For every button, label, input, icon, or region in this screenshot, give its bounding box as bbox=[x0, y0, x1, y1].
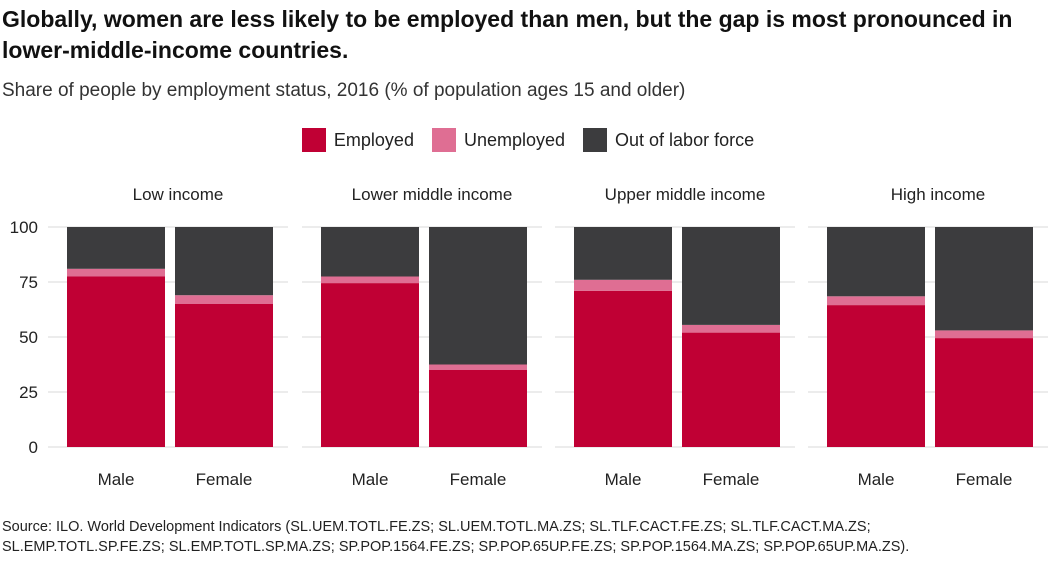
bar-low-income-male-employed bbox=[67, 276, 165, 447]
bar-lower-middle-income-male-out-of-labor-force bbox=[321, 227, 419, 277]
bar-low-income-female-unemployed bbox=[175, 295, 273, 304]
x-tick-label-low-income-male: Male bbox=[98, 470, 135, 489]
legend-item-out-of-labor-force: Out of labor force bbox=[583, 128, 754, 152]
legend-label-employed: Employed bbox=[333, 129, 414, 150]
bar-high-income-male-employed bbox=[827, 305, 925, 447]
y-tick-label-25: 25 bbox=[19, 383, 38, 402]
bar-lower-middle-income-male-unemployed bbox=[321, 276, 419, 284]
panel-title-upper-middle-income: Upper middle income bbox=[605, 185, 766, 204]
bar-lower-middle-income-female-out-of-labor-force bbox=[429, 227, 527, 365]
bar-lower-middle-income-male-employed bbox=[321, 283, 419, 447]
bar-upper-middle-income-female-employed bbox=[682, 332, 780, 447]
x-tick-label-high-income-female: Female bbox=[956, 470, 1013, 489]
legend-label-out-of-labor-force: Out of labor force bbox=[615, 129, 755, 150]
x-tick-label-lower-middle-income-male: Male bbox=[352, 470, 389, 489]
source-note: Source: ILO. World Development Indicator… bbox=[2, 517, 1052, 557]
bar-upper-middle-income-male-employed bbox=[574, 290, 672, 447]
legend-swatch-unemployed bbox=[431, 128, 456, 152]
bar-upper-middle-income-male-unemployed bbox=[574, 279, 672, 291]
chart-subtitle: Share of people by employment status, 20… bbox=[2, 80, 686, 101]
x-tick-label-upper-middle-income-male: Male bbox=[605, 470, 642, 489]
bar-high-income-female-unemployed bbox=[935, 330, 1033, 339]
x-tick-label-high-income-male: Male bbox=[858, 470, 895, 489]
source-line-2: SL.EMP.TOTL.SP.FE.ZS; SL.EMP.TOTL.SP.MA.… bbox=[2, 539, 910, 555]
bar-low-income-female-employed bbox=[175, 304, 273, 447]
panel-title-lower-middle-income: Lower middle income bbox=[352, 185, 513, 204]
chart-title: Globally, women are less likely to be em… bbox=[2, 6, 1013, 63]
y-tick-label-100: 100 bbox=[10, 218, 38, 237]
stacked-bar-chart: 0 25 50 75 100 Low income Male Female Lower midd… bbox=[10, 185, 1048, 489]
bar-low-income-male-unemployed bbox=[67, 268, 165, 277]
bar-lower-middle-income-female-employed bbox=[429, 370, 527, 447]
chart-legend: Employed Unemployed Out of labor force bbox=[0, 126, 1056, 154]
x-tick-label-lower-middle-income-female: Female bbox=[450, 470, 507, 489]
y-tick-label-0: 0 bbox=[29, 438, 38, 457]
legend-item-employed: Employed bbox=[301, 128, 414, 152]
bar-low-income-female-out-of-labor-force bbox=[175, 227, 273, 296]
bar-upper-middle-income-female-out-of-labor-force bbox=[682, 227, 780, 325]
bar-lower-middle-income-female-unemployed bbox=[429, 364, 527, 370]
legend-swatch-employed bbox=[301, 128, 326, 152]
panel-title-high-income: High income bbox=[891, 185, 986, 204]
bar-high-income-female-employed bbox=[935, 338, 1033, 447]
source-line-1: Source: ILO. World Development Indicator… bbox=[2, 519, 871, 535]
bar-high-income-female-out-of-labor-force bbox=[935, 227, 1033, 331]
y-tick-label-50: 50 bbox=[19, 328, 38, 347]
bar-high-income-male-unemployed bbox=[827, 296, 925, 306]
x-tick-label-upper-middle-income-female: Female bbox=[703, 470, 760, 489]
bar-high-income-male-out-of-labor-force bbox=[827, 227, 925, 297]
legend-swatch-out-of-labor-force bbox=[583, 128, 608, 152]
legend-item-unemployed: Unemployed bbox=[431, 128, 566, 152]
panel-title-low-income: Low income bbox=[133, 185, 224, 204]
bar-upper-middle-income-male-out-of-labor-force bbox=[574, 227, 672, 280]
legend-label-unemployed: Unemployed bbox=[463, 129, 566, 150]
bar-upper-middle-income-female-unemployed bbox=[682, 324, 780, 333]
y-tick-label-75: 75 bbox=[19, 273, 38, 292]
x-tick-label-low-income-female: Female bbox=[196, 470, 253, 489]
bar-low-income-male-out-of-labor-force bbox=[67, 227, 165, 269]
